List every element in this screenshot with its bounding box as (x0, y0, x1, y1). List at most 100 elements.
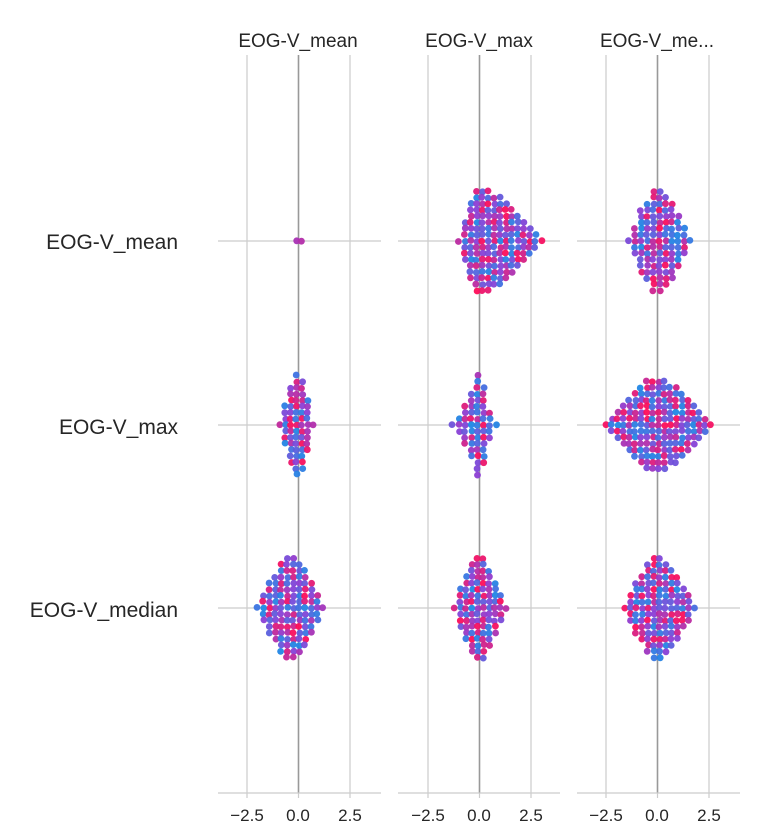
shap-point (463, 611, 470, 618)
shap-point (473, 598, 481, 605)
shap-point (656, 586, 664, 594)
shap-point (661, 446, 668, 454)
shap-point (691, 604, 698, 612)
shap-point (690, 402, 698, 410)
shap-point (479, 281, 487, 288)
shap-point (513, 249, 521, 257)
shap-point (480, 421, 487, 429)
shap-point (503, 212, 510, 220)
shap-point (479, 243, 487, 251)
shap-point (650, 250, 658, 257)
shap-point (636, 207, 644, 215)
shap-point (298, 237, 305, 245)
shap-point (655, 409, 662, 416)
shap-point (678, 616, 686, 624)
shap-point (650, 642, 657, 650)
shap-point (685, 617, 692, 624)
shap-point (674, 610, 682, 618)
shap-point (287, 384, 294, 392)
shap-point (485, 230, 493, 238)
shap-point (259, 597, 267, 605)
shap-point (272, 616, 279, 624)
shap-point (644, 206, 651, 214)
shap-point (304, 397, 312, 405)
shap-point (290, 647, 298, 655)
shap-point (519, 250, 527, 257)
shap-point (662, 244, 669, 251)
shap-point (502, 237, 510, 245)
shap-point (474, 471, 481, 479)
shap-point (298, 385, 305, 392)
shap-point (673, 579, 681, 587)
shap-point (672, 402, 679, 410)
shap-point (278, 616, 286, 624)
shap-point (508, 256, 516, 264)
shap-point (485, 244, 492, 251)
shap-point (531, 244, 538, 251)
shap-point (486, 434, 493, 442)
shap-point (684, 402, 692, 410)
shap-point (639, 605, 646, 612)
shap-point (296, 567, 303, 575)
shap-point (650, 200, 658, 208)
shap-point (607, 421, 615, 428)
shap-point (284, 623, 291, 631)
shap-point (473, 610, 481, 618)
shap-point (485, 262, 493, 270)
shap-point (679, 605, 687, 612)
shap-point (484, 187, 492, 195)
shap-point (649, 391, 657, 398)
shap-point (472, 243, 480, 251)
shap-point (468, 604, 476, 612)
shap-point (644, 598, 652, 606)
shap-point (662, 250, 670, 257)
shap-point (644, 604, 652, 612)
shap-point (656, 200, 664, 208)
shap-point (679, 592, 687, 600)
shap-point (503, 219, 510, 227)
shap-point (650, 567, 657, 575)
shap-point (468, 598, 475, 605)
shap-point (644, 237, 652, 245)
shap-point (277, 598, 285, 606)
shap-point (277, 623, 285, 631)
shap-point (467, 390, 475, 398)
shap-point (675, 224, 683, 232)
shap-point (650, 592, 657, 600)
shap-point (660, 390, 668, 398)
shap-point (283, 580, 291, 587)
shap-point (478, 261, 486, 269)
shap-point (503, 200, 510, 208)
shap-point (308, 579, 315, 587)
shap-point (272, 586, 279, 593)
shap-point (456, 598, 464, 606)
shap-point (490, 243, 498, 251)
shap-point (480, 459, 488, 467)
shap-point (637, 237, 645, 245)
shap-point (644, 390, 651, 398)
shap-point (655, 390, 663, 397)
shap-point (491, 269, 499, 276)
shap-point (695, 409, 703, 416)
shap-point (497, 237, 504, 245)
shap-point (474, 653, 481, 661)
shap-point (462, 592, 470, 600)
shap-point (298, 415, 306, 422)
shap-point (302, 629, 310, 637)
shap-point (491, 610, 499, 618)
shap-point (490, 231, 498, 239)
shap-point (479, 654, 487, 662)
shap-point (637, 433, 644, 441)
shap-point (695, 421, 703, 428)
shap-point (656, 287, 664, 295)
shap-point (479, 390, 487, 398)
shap-point (456, 428, 463, 435)
shap-point (490, 617, 498, 625)
shap-point (485, 635, 493, 643)
shap-point (287, 390, 294, 398)
shap-point (638, 219, 645, 226)
shap-point (637, 231, 645, 239)
shap-point (497, 262, 505, 270)
shap-point (473, 188, 480, 195)
shap-point (289, 653, 297, 661)
